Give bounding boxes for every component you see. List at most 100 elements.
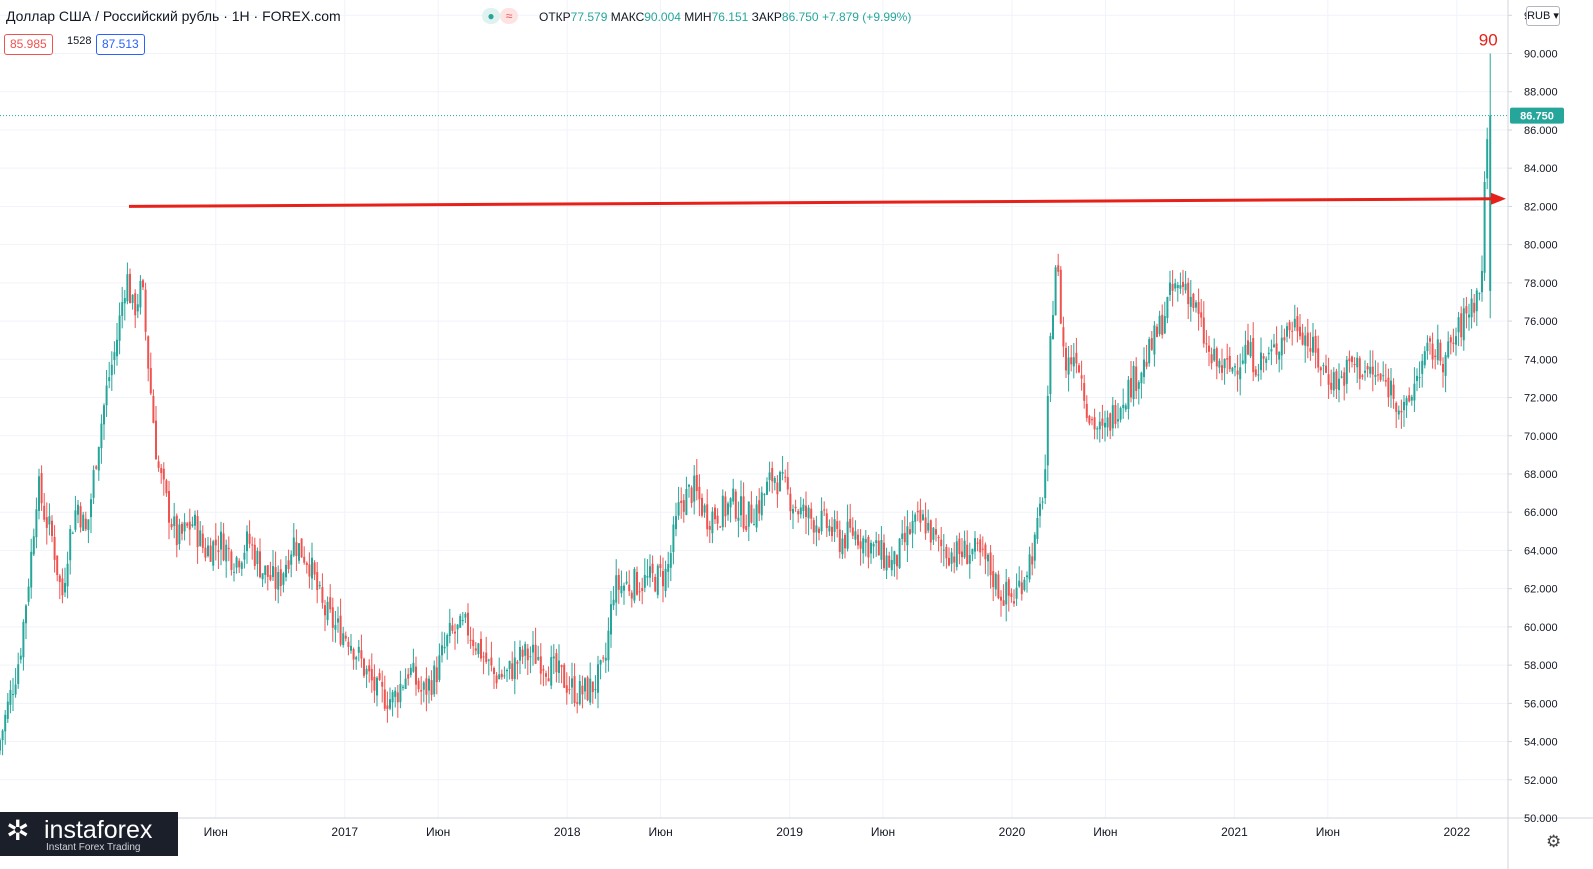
candle-body: [864, 539, 867, 543]
candle-body: [1033, 534, 1036, 561]
candle-body: [753, 524, 755, 526]
candle-body: [831, 526, 833, 537]
candle-body: [1434, 355, 1437, 358]
candle-body: [1015, 587, 1018, 599]
candle-body: [157, 461, 160, 468]
candle-body: [490, 657, 493, 666]
candle-body: [56, 555, 59, 576]
candle-body: [1278, 351, 1281, 360]
candle-body: [623, 585, 625, 591]
candle-body: [209, 545, 212, 562]
candle-body: [721, 495, 724, 528]
y-tick-label: 64.000: [1524, 545, 1558, 557]
candle-body: [1291, 330, 1294, 332]
x-tick-label: 2018: [554, 825, 581, 839]
candle-body: [402, 686, 404, 688]
settings-gear-icon[interactable]: ⚙: [1546, 832, 1562, 851]
candle-body: [766, 481, 768, 495]
candle-body: [1457, 317, 1460, 333]
candle-body: [454, 631, 456, 634]
candle-body: [420, 690, 423, 692]
ask-price-box[interactable]: 87.513: [96, 34, 145, 55]
candle-body: [412, 662, 415, 672]
candle-body: [318, 585, 321, 587]
candle-body: [1400, 410, 1403, 413]
symbol-title[interactable]: Доллар США / Российский рубль · 1Н · FOR…: [6, 8, 341, 24]
candle-body: [935, 529, 937, 535]
candle-body: [992, 571, 995, 588]
candle-body: [305, 562, 308, 566]
x-tick-label: 2022: [1443, 825, 1470, 839]
candle-body: [602, 657, 605, 659]
candle-body: [1135, 366, 1138, 391]
bid-price-box[interactable]: 85.985: [4, 34, 53, 55]
candle-body: [394, 690, 397, 697]
candle-body: [1213, 348, 1216, 361]
candle-body: [1314, 336, 1317, 353]
candle-body: [1374, 374, 1377, 377]
candle-body: [823, 509, 826, 511]
candle-body: [1252, 338, 1255, 373]
candle-body: [30, 551, 33, 588]
candle-body: [677, 502, 680, 516]
candle-body: [170, 524, 173, 528]
candle-body: [1231, 367, 1234, 372]
candle-body: [4, 714, 7, 732]
candle-body: [734, 491, 737, 519]
candle-body: [1473, 302, 1476, 313]
currency-button[interactable]: RUB ▾: [1526, 6, 1560, 26]
candle-body: [568, 689, 571, 691]
y-tick-label: 88.000: [1524, 87, 1558, 99]
x-tick-label: 2019: [776, 825, 803, 839]
candle-body: [12, 693, 14, 695]
candle-body: [901, 533, 904, 539]
candle-body: [1028, 554, 1031, 580]
candle-body: [82, 514, 85, 531]
candle-body: [706, 504, 709, 530]
candle-body: [355, 657, 358, 660]
candle-body: [836, 521, 839, 529]
candle-body: [240, 562, 243, 569]
candle-body: [308, 564, 311, 577]
candle-body: [1169, 282, 1171, 295]
candle-body: [352, 649, 355, 660]
candle-body: [1270, 349, 1273, 352]
candle-body: [885, 555, 888, 571]
candle-body: [144, 289, 147, 332]
candle-body: [422, 682, 425, 690]
candle-body: [1470, 298, 1473, 318]
candle-body: [1072, 357, 1075, 367]
candle-body: [924, 517, 927, 534]
candle-body: [1418, 377, 1421, 379]
candle-body: [433, 665, 436, 695]
candle-body: [123, 298, 126, 304]
market-status-icon[interactable]: ●: [482, 8, 500, 24]
candle-body: [435, 667, 438, 683]
candle-body: [1312, 336, 1314, 353]
candle-body: [251, 544, 254, 546]
candle-body: [274, 567, 277, 589]
candle-body: [1210, 354, 1213, 364]
current-price-text: 86.750: [1520, 111, 1554, 123]
candle-body: [799, 507, 802, 515]
candle-body: [1288, 322, 1291, 331]
candle-body: [1319, 367, 1322, 371]
delay-data-icon[interactable]: ≈: [500, 8, 518, 24]
candle-body: [1299, 326, 1301, 337]
candle-body: [344, 635, 347, 639]
candle-body: [1327, 374, 1330, 385]
candle-body: [53, 536, 56, 560]
candle-body: [1444, 355, 1447, 376]
candle-body: [74, 510, 77, 530]
candle-body: [555, 653, 558, 673]
candle-body: [942, 549, 945, 551]
candle-body: [222, 533, 225, 561]
candle-body: [685, 488, 688, 515]
candle-body: [701, 497, 703, 516]
candle-body: [984, 544, 987, 560]
candle-body: [321, 587, 324, 603]
candle-body: [1026, 575, 1028, 578]
candle-body: [181, 523, 183, 534]
logo-name: instaforex: [44, 816, 153, 844]
